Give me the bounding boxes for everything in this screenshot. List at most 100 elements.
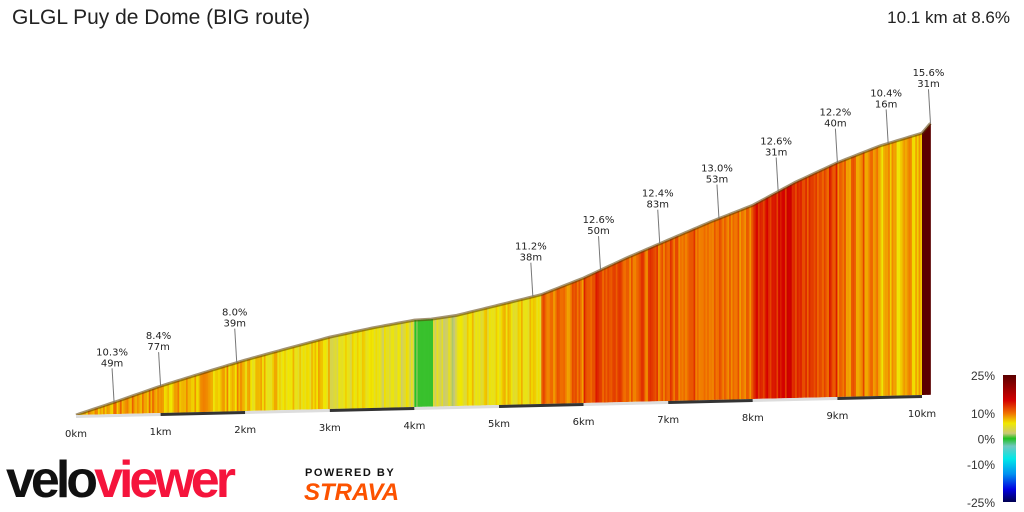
gradient-strip	[615, 262, 618, 403]
gradient-strip	[869, 149, 872, 397]
gradient-strip	[659, 242, 662, 402]
gradient-strip	[504, 303, 507, 405]
gradient-strip	[145, 390, 148, 414]
gradient-strip	[449, 316, 453, 407]
gradient-strip	[862, 151, 865, 397]
gradient-strip	[348, 332, 351, 409]
gradient-strip	[927, 125, 930, 395]
gradient-strip	[109, 403, 112, 415]
gradient-strip	[373, 327, 376, 408]
gradient-strip	[111, 402, 114, 415]
gradient-strip	[705, 223, 708, 401]
gradient-strip	[779, 189, 782, 399]
annotation-length: 49m	[101, 358, 123, 369]
legend-label: 0%	[978, 433, 996, 447]
gradient-strip	[735, 211, 738, 400]
gradient-strip	[529, 297, 532, 405]
gradient-strip	[277, 350, 280, 411]
gradient-strip	[350, 332, 353, 409]
gradient-strip	[676, 235, 679, 401]
gradient-strip	[883, 144, 886, 396]
km-bar	[498, 403, 584, 408]
gradient-strip	[737, 210, 740, 400]
gradient-strip	[612, 263, 615, 403]
annotation-leader	[530, 262, 534, 297]
gradient-strip	[295, 345, 299, 410]
gradient-strip	[488, 307, 491, 406]
gradient-strip	[152, 388, 155, 414]
gradient-legend-bar	[1003, 375, 1016, 502]
gradient-strip	[275, 351, 278, 411]
gradient-strip	[879, 145, 882, 396]
gradient-strip	[255, 356, 258, 411]
gradient-strip	[358, 330, 361, 409]
x-tick-label: 1km	[150, 427, 172, 438]
gradient-strip	[218, 367, 221, 412]
gradient-strip	[360, 330, 363, 409]
gradient-strip	[194, 375, 197, 413]
gradient-strip	[526, 297, 529, 405]
gradient-strip	[460, 314, 463, 406]
gradient-strip	[622, 259, 625, 403]
gradient-strip	[625, 257, 628, 402]
gradient-strip	[790, 184, 793, 399]
legend-label: 10%	[971, 407, 995, 421]
gradient-strip	[345, 333, 348, 409]
gradient-strip	[409, 320, 412, 408]
gradient-strip	[245, 359, 248, 411]
gradient-strip	[202, 372, 205, 412]
gradient-strip	[894, 140, 898, 396]
gradient-strip	[211, 369, 214, 412]
gradient-strip	[390, 324, 393, 408]
gradient-strip	[813, 172, 816, 398]
gradient-strip	[642, 250, 645, 402]
gradient-strip	[436, 318, 439, 407]
gradient-strip	[143, 391, 146, 414]
gradient-strip	[597, 270, 600, 403]
gradient-strip	[605, 266, 608, 403]
gradient-strip	[761, 199, 764, 399]
gradient-strip	[624, 258, 627, 403]
gradient-strip	[685, 232, 688, 401]
gradient-strip	[696, 226, 700, 401]
gradient-strip	[466, 312, 469, 406]
gradient-strip	[416, 319, 419, 407]
gradient-strip	[658, 243, 661, 402]
gradient-strip	[891, 141, 894, 396]
gradient-strip	[512, 301, 515, 405]
gradient-strip	[265, 354, 268, 411]
gradient-strip	[461, 313, 464, 406]
gradient-strip	[201, 372, 204, 413]
gradient-strip	[708, 221, 711, 401]
gradient-strip	[840, 160, 843, 397]
gradient-strip	[353, 331, 356, 409]
legend-label: -25%	[967, 496, 995, 510]
x-tick-label: 2km	[234, 425, 256, 436]
gradient-strip	[395, 323, 398, 408]
gradient-strip	[231, 363, 234, 412]
gradient-strip	[710, 221, 713, 400]
gradient-strip	[654, 245, 657, 402]
gradient-strip	[688, 230, 691, 401]
gradient-strip	[859, 153, 862, 397]
gradient-strip	[377, 326, 380, 408]
gradient-strip	[306, 343, 309, 410]
gradient-strip	[455, 315, 458, 407]
gradient-strip	[150, 389, 153, 414]
gradient-strip	[812, 173, 815, 398]
gradient-strip	[524, 298, 527, 405]
gradient-strip	[216, 368, 219, 412]
gradient-strip	[644, 249, 647, 402]
gradient-strip	[135, 394, 138, 414]
gradient-strip	[746, 207, 749, 400]
gradient-strip	[333, 336, 336, 409]
gradient-strip	[712, 220, 715, 400]
gradient-strip	[519, 299, 522, 405]
x-tick-label: 4km	[403, 421, 425, 432]
gradient-strip	[446, 316, 449, 407]
gradient-strip	[856, 154, 859, 397]
gradient-strip	[162, 385, 165, 413]
gradient-strip	[465, 312, 468, 406]
gradient-strip	[478, 309, 481, 406]
gradient-strip	[784, 186, 788, 399]
